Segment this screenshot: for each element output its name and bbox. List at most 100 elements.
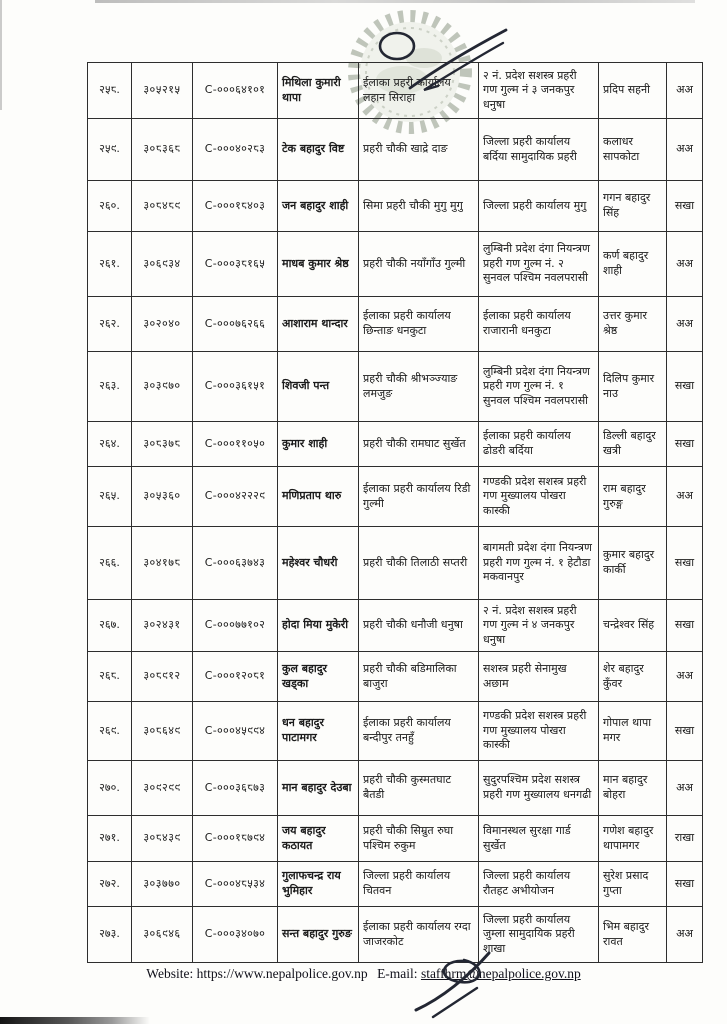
website-link[interactable]: https://www.nepalpolice.gov.np [196, 966, 368, 981]
cell-recommender: राम बहादुर गुरुङ्ग [598, 466, 667, 527]
table-row: २६९. ३०८६४९ C-०००४५९९४ धन बहादुर पाटामगर ईला… [87, 701, 703, 761]
cell-sn: २६७. [87, 599, 132, 652]
cell-name: धन बहादुर पाटामगर [277, 701, 359, 761]
cell-to_office: जिल्ला प्रहरी कार्यालय रौतहट अभीयोजन [478, 861, 599, 907]
cell-remark: सखा [666, 701, 703, 761]
cell-citizenship_no: C-०००१२०८१ [192, 651, 278, 702]
table-row: २६५. ३०५३६० C-०००४२२२९ मणिप्रताप थारु ईलाका … [87, 466, 703, 527]
cell-reg_no: ३०८४३९ [131, 815, 193, 862]
cell-to_office: ईलाका प्रहरी कार्यालय ढोडरी बर्दिया [478, 421, 599, 467]
cell-name: जन बहादुर शाही [277, 180, 359, 232]
table-row: २६७. ३०२४३१ C-०००७७१०२ होदा मिया मुकेरी प्रह… [87, 599, 703, 652]
cell-reg_no: ३०३७७० [131, 861, 193, 907]
table-row: २७२. ३०३७७० C-०००४८५३४ गुलाफचन्द्र राय भुमि… [87, 861, 703, 907]
table-row: २६०. ३०८४८९ C-०००१८४०३ जन बहादुर शाही सिमा प… [87, 180, 703, 232]
cell-to_office: जिल्ला प्रहरी कार्यालय बर्दिया सामुदायिक… [478, 118, 599, 181]
cell-recommender: दिलिप कुमार नाउ [598, 351, 667, 422]
table-row: २५८. ३०५२१५ C-०००६४१०१ मिथिला कुमारी थापा ईल… [87, 62, 703, 119]
cell-remark: राखा [666, 815, 703, 862]
cell-sn: २६१. [87, 231, 132, 297]
cell-reg_no: ३०५३६० [131, 466, 193, 527]
cell-from_office: प्रहरी चौकी नयाँगाँउ गुल्मी [358, 231, 479, 297]
cell-name: सन्त बहादुर गुरुङ [277, 906, 359, 963]
cell-name: मिथिला कुमारी थापा [277, 62, 359, 119]
cell-from_office: ईलाका प्रहरी कार्यालय लहान सिराहा [358, 62, 479, 119]
cell-sn: २५८. [87, 62, 132, 119]
cell-name: जय बहादुर कठायत [277, 815, 359, 862]
cell-citizenship_no: C-०००४८५३४ [192, 861, 278, 907]
cell-name: महेश्वर चौधरी [277, 526, 359, 600]
cell-sn: २६९. [87, 701, 132, 761]
cell-citizenship_no: C-०००४०२८३ [192, 118, 278, 181]
cell-recommender: शेर बहादुर कुँवर [598, 651, 667, 702]
cell-to_office: जिल्ला प्रहरी कार्यालय जुम्ला सामुदायिक … [478, 906, 599, 963]
scan-artifact-bottom-edge [0, 1017, 150, 1024]
cell-citizenship_no: C-०००३८१६५ [192, 231, 278, 297]
cell-sn: २६५. [87, 466, 132, 527]
cell-to_office: विमानस्थल सुरक्षा गार्ड सुर्खेत [478, 815, 599, 862]
email-link[interactable]: staffhrm@nepalpolice.gov.np [420, 966, 581, 981]
cell-sn: २६६. [87, 526, 132, 600]
cell-citizenship_no: C-०००११०५० [192, 421, 278, 467]
cell-from_office: प्रहरी चौकी सिम्रुत रुघा पश्चिम रुकुम [358, 815, 479, 862]
cell-to_office: जिल्ला प्रहरी कार्यालय मुगु [478, 180, 599, 232]
table-row: २६८. ३०८९१२ C-०००१२०८१ कुल बहादुर खड्का प्रह… [87, 651, 703, 702]
table-row: २५९. ३०८३६८ C-०००४०२८३ टेक बहादुर विष्ट प्रह… [87, 118, 703, 181]
cell-from_office: ईलाका प्रहरी कार्यालय छिन्ताङ धनकुटा [358, 296, 479, 352]
cell-remark: सखा [666, 180, 703, 232]
website-label: Website: [146, 966, 194, 981]
cell-to_office: सुदुरपश्चिम प्रदेश सशस्त्र प्रहरी गण मुख… [478, 760, 599, 816]
cell-name: होदा मिया मुकेरी [277, 599, 359, 652]
footer-signature-slash-2 [431, 986, 479, 1019]
cell-recommender: उत्तर कुमार श्रेष्ठ [598, 296, 667, 352]
cell-citizenship_no: C-०००६४१०१ [192, 62, 278, 119]
cell-citizenship_no: C-०००७७१०२ [192, 599, 278, 652]
cell-reg_no: ३०५२१५ [131, 62, 193, 119]
cell-remark: अअ [666, 118, 703, 181]
cell-sn: २५९. [87, 118, 132, 181]
cell-recommender: गणेश बहादुर थापामगर [598, 815, 667, 862]
cell-to_office: बागमती प्रदेश दंगा नियन्त्रण प्रहरी गण ग… [478, 526, 599, 600]
cell-remark: सखा [666, 599, 703, 652]
cell-reg_no: ३०६९३४ [131, 231, 193, 297]
table-row: २६३. ३०३९७० C-०००३६१५१ शिवजी पन्त प्रहरी चौक… [87, 351, 703, 422]
cell-recommender: डिल्ली बहादुर खत्री [598, 421, 667, 467]
cell-from_office: प्रहरी चौकी श्रीभञ्ज्याङ लमजुङ [358, 351, 479, 422]
table-row: २६२. ३०२०४० C-०००७६२६६ आशाराम थान्दार ईलाका … [87, 296, 703, 352]
cell-from_office: प्रहरी चौकी खाद्रे दाङ [358, 118, 479, 181]
cell-recommender: कुमार बहादुर कार्की [598, 526, 667, 600]
cell-name: मणिप्रताप थारु [277, 466, 359, 527]
cell-reg_no: ३०८३६८ [131, 118, 193, 181]
cell-remark: सखा [666, 526, 703, 600]
cell-name: माधब कुमार श्रेष्ठ [277, 231, 359, 297]
cell-name: कुमार शाही [277, 421, 359, 467]
cell-recommender: गगन बहादुर सिंह [598, 180, 667, 232]
scan-artifact-top-edge [95, 0, 695, 3]
cell-recommender: मान बहादुर बोहरा [598, 760, 667, 816]
cell-recommender: सुरेश प्रसाद गुप्ता [598, 861, 667, 907]
cell-sn: २७२. [87, 861, 132, 907]
cell-sn: २६२. [87, 296, 132, 352]
cell-citizenship_no: C-०००४५९९४ [192, 701, 278, 761]
cell-remark: अअ [666, 651, 703, 702]
email-label: E-mail: [377, 966, 418, 981]
transfer-table-body: २५८. ३०५२१५ C-०००६४१०१ मिथिला कुमारी थापा ईल… [87, 62, 703, 963]
transfer-table: २५८. ३०५२१५ C-०००६४१०१ मिथिला कुमारी थापा ईल… [87, 62, 703, 963]
cell-recommender: कर्ण बहादुर शाही [598, 231, 667, 297]
cell-name: टेक बहादुर विष्ट [277, 118, 359, 181]
cell-reg_no: ३०८४८९ [131, 180, 193, 232]
cell-from_office: ईलाका प्रहरी कार्यालय रग्दा जाजरकोट [358, 906, 479, 963]
cell-recommender: कलाधर सापकोटा [598, 118, 667, 181]
cell-to_office: २ नं. प्रदेश सशस्त्र प्रहरी गण गुल्म नं … [478, 62, 599, 119]
cell-from_office: प्रहरी चौकी कुस्मतघाट बैतडी [358, 760, 479, 816]
cell-citizenship_no: C-०००३४०७० [192, 906, 278, 963]
table-row: २६१. ३०६९३४ C-०००३८१६५ माधब कुमार श्रेष्ठ प्… [87, 231, 703, 297]
cell-from_office: जिल्ला प्रहरी कार्यालय चितवन [358, 861, 479, 907]
cell-sn: २७१. [87, 815, 132, 862]
cell-remark: सखा [666, 421, 703, 467]
cell-recommender: चन्द्रेश्वर सिंह [598, 599, 667, 652]
cell-reg_no: ३०६९४६ [131, 906, 193, 963]
cell-citizenship_no: C-०००३६८७३ [192, 760, 278, 816]
cell-sn: २६३. [87, 351, 132, 422]
cell-to_office: गण्डकी प्रदेश सशस्त्र प्रहरी गण मुख्यालय… [478, 466, 599, 527]
